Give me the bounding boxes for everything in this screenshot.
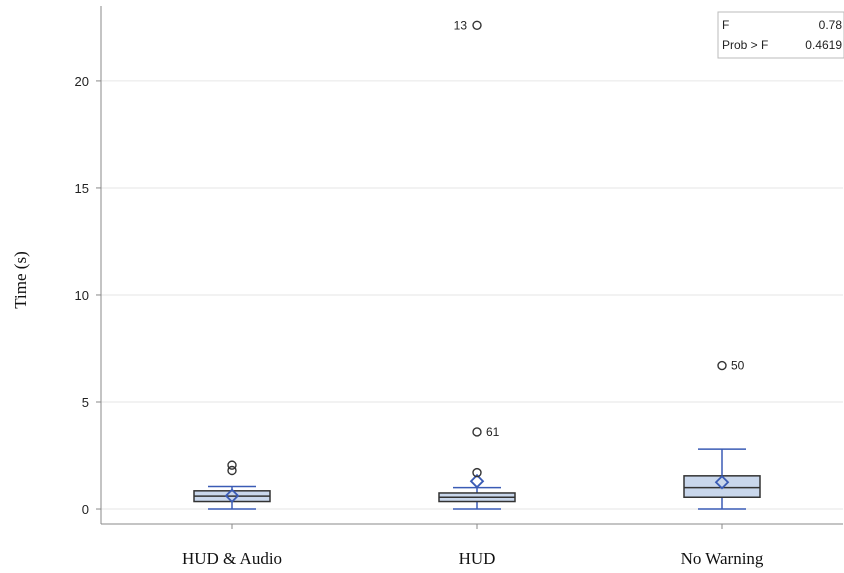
outlier-point: [472, 467, 482, 478]
y-tick-label: 15: [75, 181, 89, 196]
stats-label: Prob > F: [722, 38, 768, 52]
y-tick-label: 20: [75, 74, 89, 89]
mean-marker: [224, 488, 240, 504]
iqr-box: [683, 475, 761, 498]
outlier-label: 61: [486, 425, 500, 439]
mean-marker: [714, 474, 730, 490]
y-tick-label: 0: [82, 502, 89, 517]
outlier-point: [227, 465, 237, 476]
outlier-label: 50: [731, 359, 745, 373]
outlier-point: [717, 360, 727, 371]
outlier-point: [472, 427, 482, 437]
y-axis-title: Time (s): [11, 251, 30, 308]
stats-inset-box: [717, 11, 844, 59]
y-tick-label: 5: [82, 395, 89, 410]
outlier-point: [227, 460, 237, 470]
stats-value: 0.78: [819, 18, 843, 32]
mean-marker: [469, 473, 485, 489]
x-category-label: HUD & Audio: [182, 549, 282, 568]
stats-value: 0.4619: [805, 38, 842, 52]
y-tick-label: 10: [75, 288, 89, 303]
outlier-label: 13: [454, 18, 468, 32]
stats-label: F: [722, 18, 729, 32]
outlier-point: [472, 20, 482, 30]
x-category-label: HUD: [459, 549, 496, 568]
x-category-label: No Warning: [681, 549, 764, 568]
